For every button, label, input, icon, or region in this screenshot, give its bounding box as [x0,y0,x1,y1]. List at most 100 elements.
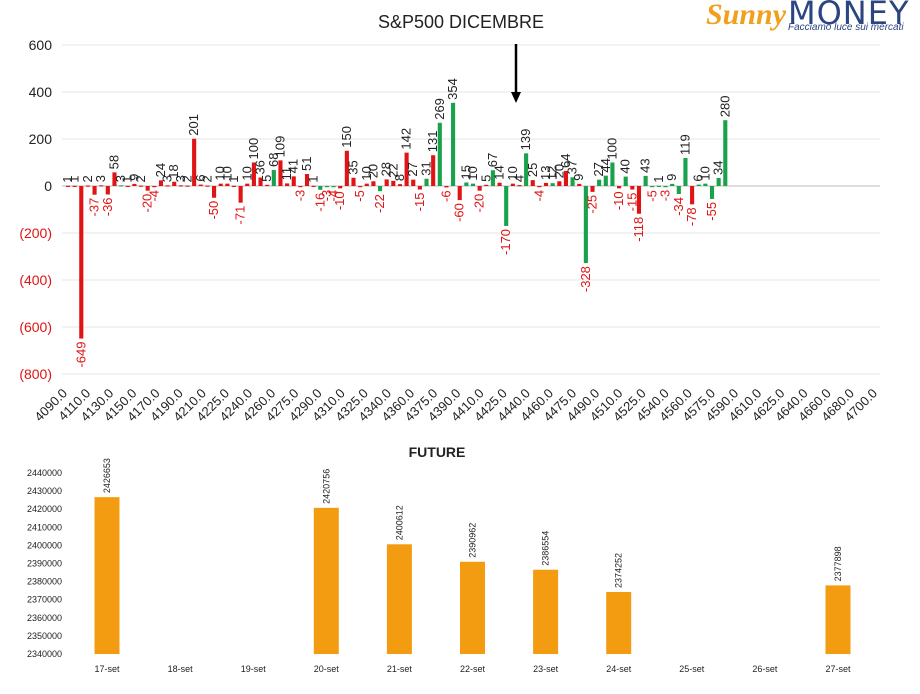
bar-4545 [670,183,675,186]
data-label-4375: -6 [438,190,453,202]
data-label-4115: 3 [93,175,108,182]
future-x-tick-label: 23-set [533,664,559,674]
bar-4425 [510,183,515,186]
data-label-4215: 1 [226,176,241,183]
bar-4530 [650,186,655,188]
future-chart-title: FUTURE [409,444,466,460]
data-label-4575: -55 [704,202,719,221]
data-label-4120: -36 [100,197,115,216]
bar-4220 [238,186,243,203]
data-label-4225: 10 [239,166,254,180]
future-bar-22-set [460,561,485,654]
future-data-label-21-set: 2400612 [394,505,404,540]
data-label-4460: 20 [551,164,566,178]
options-strike-chart: S&P500 DICEMBRE 600 400 200 0 (200) (400) (600… [19,12,880,425]
data-label-4555: 119 [677,134,692,155]
arrow-head [511,92,521,103]
bar-4090 [65,185,71,187]
bar-4290 [331,186,336,188]
future-y-tick-label: 2390000 [27,559,62,569]
bar-4210 [225,183,230,186]
y-tick-label: (600) [19,319,52,335]
data-label-4455: 12 [545,166,560,180]
data-label-4395: 10 [465,166,480,180]
data-label-4435: 139 [518,129,533,151]
bar-4140 [132,183,137,186]
bar-4100 [79,186,84,339]
data-label-4350: 27 [405,162,420,176]
bar-4135 [125,185,130,187]
bar-4095 [72,185,77,187]
bar-4485 [590,186,595,192]
future-data-label-27-set: 2377898 [833,546,843,581]
data-label-4540: -3 [658,190,673,202]
bar-4435 [524,153,529,186]
data-label-4170: 18 [166,164,181,178]
bar-4430 [517,185,522,187]
bar-4275 [311,185,316,187]
bar-4120 [105,186,110,195]
data-label-4145: 2 [133,175,148,182]
bar-4285 [324,186,329,188]
bar-4495 [603,175,608,186]
y-tick-label: 600 [29,37,53,53]
data-label-4500: 100 [604,138,619,160]
future-x-tick-label: 24-set [606,664,632,674]
data-label-4495: 44 [598,158,613,172]
bar-4405 [484,184,489,187]
logo-tagline: Facciamo luce sui mercati [788,22,904,33]
y-tick-label: (400) [19,272,52,288]
data-label-4490: 27 [591,162,606,176]
bar-4445 [537,186,542,188]
data-label-4370: 269 [432,98,447,120]
bar-4535 [656,185,661,187]
data-label-4210: 10 [219,166,234,180]
data-label-4250: 109 [272,136,287,158]
data-label-4380: 354 [445,78,460,100]
data-label-4525: 43 [638,158,653,172]
data-label-4130: 3 [113,175,128,182]
data-label-4255: 11 [279,167,294,181]
bar-4460 [557,181,562,186]
bar-4580 [716,178,721,186]
x-axis-labels: 4090.04110.04130.04150.04170.04190.04210… [31,386,880,425]
data-label-4510: 40 [618,159,633,173]
bar-4170 [172,181,177,186]
future-y-axis-labels: 2440000 2430000 2420000 2410000 2400000 23900… [27,468,62,659]
data-label-4285: -3 [319,190,334,202]
data-label-4430: 4 [511,175,526,182]
bars [65,102,728,339]
data-label-4425: 10 [505,166,520,180]
data-label-4125: 58 [106,155,121,169]
bar-4320 [371,181,376,186]
data-label-4220: -71 [233,206,248,225]
bar-4155 [152,186,157,188]
future-y-tick-label: 2440000 [27,468,62,478]
bar-4340 [397,184,403,186]
data-label-4260: 41 [286,159,301,173]
data-label-4440: 25 [525,163,540,177]
data-label-4105: 2 [80,175,95,182]
data-label-4530: -5 [644,190,659,202]
bar-4475 [577,183,582,186]
bar-4305 [351,177,356,186]
data-label-4580: 34 [711,161,726,175]
bar-4470 [570,177,575,186]
future-data-label-20-set: 2420756 [321,469,331,504]
data-label-4390: 15 [458,165,473,179]
bar-4310 [358,186,363,188]
future-y-tick-label: 2350000 [27,631,62,641]
bar-4130 [119,185,124,187]
future-bar-20-set [313,507,339,654]
data-label-4330: 28 [379,162,394,176]
data-label-4480: -328 [578,266,593,292]
future-data-label-24-set: 2374252 [614,553,624,588]
future-y-tick-label: 2420000 [27,504,62,514]
bar-4180 [185,185,190,187]
data-label-4140: 9 [126,174,141,181]
future-y-tick-label: 2380000 [27,577,62,587]
data-label-4465: 64 [558,153,573,167]
data-label-4320: 20 [365,164,380,178]
bar-4145 [138,185,144,187]
bar-4330 [384,179,389,186]
